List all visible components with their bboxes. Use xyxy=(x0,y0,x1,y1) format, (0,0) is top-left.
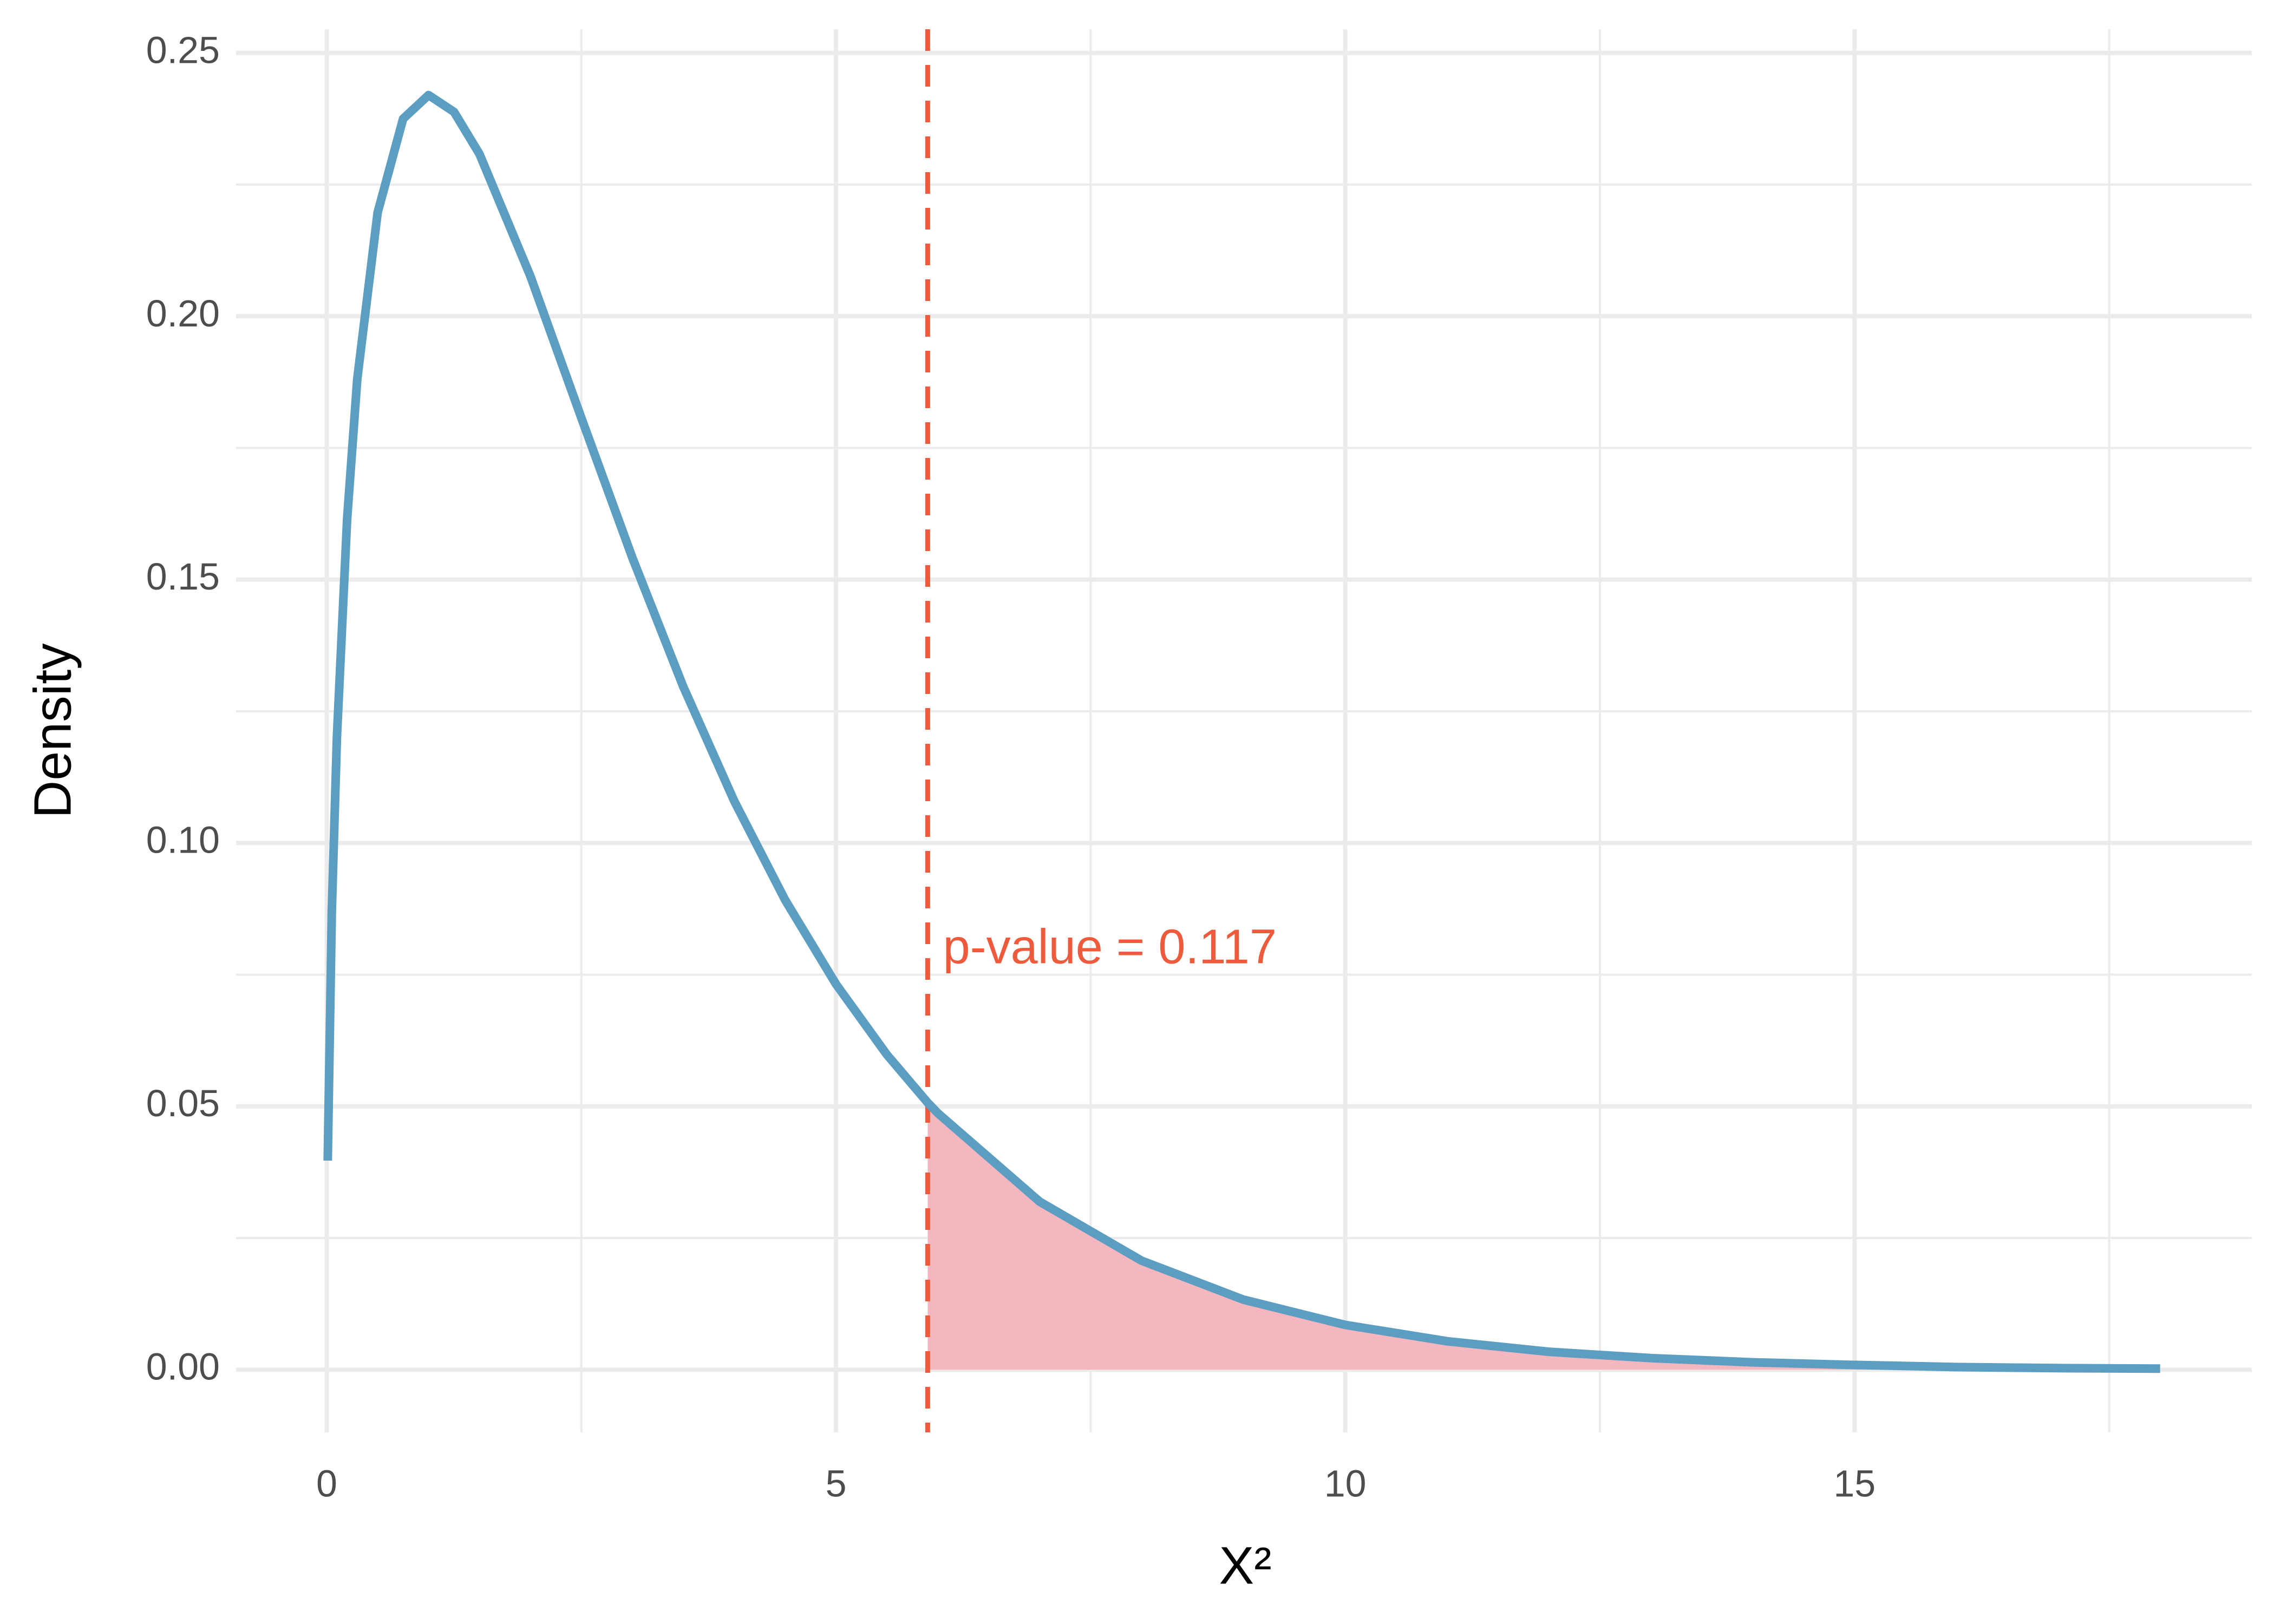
x-tick-label: 15 xyxy=(1833,1462,1876,1504)
annotation: p-value = 0.117 xyxy=(943,920,1277,974)
x-tick-label: 0 xyxy=(316,1462,337,1504)
y-tick-label: 0.05 xyxy=(146,1082,220,1124)
p-value-area xyxy=(927,1102,2160,1370)
y-axis-title: Density xyxy=(23,643,82,818)
y-tick-label: 0.00 xyxy=(146,1346,220,1388)
y-tick-label: 0.15 xyxy=(146,555,220,598)
y-tick-label: 0.10 xyxy=(146,819,220,861)
y-tick-label: 0.25 xyxy=(146,29,220,71)
x-axis-title: X² xyxy=(1219,1536,1272,1595)
x-tick-label: 10 xyxy=(1324,1462,1367,1504)
x-tick-label: 5 xyxy=(826,1462,847,1504)
y-tick-label: 0.20 xyxy=(146,292,220,335)
density-line xyxy=(323,90,2160,1373)
